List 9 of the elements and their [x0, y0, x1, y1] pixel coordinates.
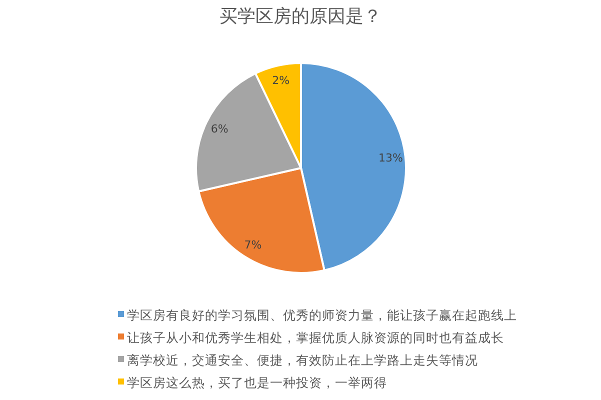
legend-label: 让孩子从小和优秀学生相处，掌握优质人脉资源的同时也有益成长	[127, 330, 504, 345]
legend-label: 学区房有良好的学习氛围、优秀的师资力量，能让孩子赢在起跑线上	[127, 307, 517, 322]
legend-label: 学区房这么热，买了也是一种投资，一举两得	[127, 374, 387, 390]
data-label: 2%	[272, 74, 290, 87]
data-label: 7%	[244, 238, 262, 252]
data-label: 13%	[378, 152, 403, 165]
legend-label: 离学校近，交通安全、便捷，有效防止在上学路上走失等情况	[127, 352, 478, 368]
chart-title: 买学区房的原因是？	[220, 6, 382, 27]
data-label: 6%	[210, 122, 228, 136]
